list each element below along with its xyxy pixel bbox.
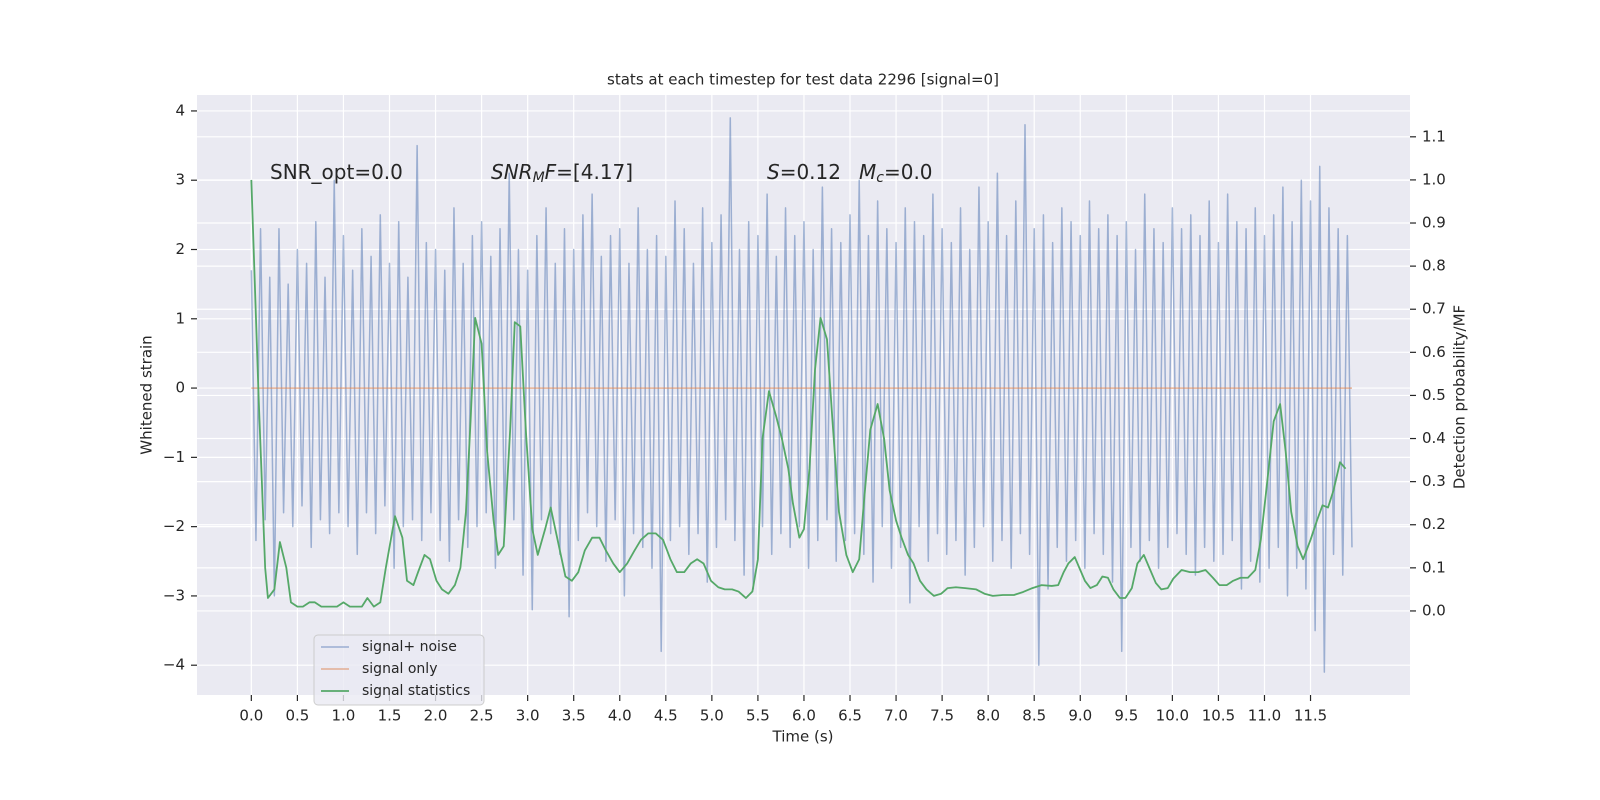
y-tick-label: 3 [175, 171, 185, 189]
x-tick-label: 3.0 [516, 707, 540, 725]
y-tick-label: −3 [163, 586, 185, 604]
y-tick-label: −2 [163, 517, 185, 535]
y2-axis-label: Detection probability/MF [1451, 305, 1469, 489]
x-tick-label: 11.0 [1248, 707, 1281, 725]
x-tick-label: 8.0 [976, 707, 1000, 725]
y-tick-label: 0 [175, 379, 185, 397]
y2-tick-label: 0.4 [1422, 429, 1446, 447]
legend-label: signal+ noise [362, 639, 457, 655]
x-tick-label: 4.5 [654, 707, 678, 725]
annotation-part: M [859, 160, 876, 184]
legend-label: signal only [362, 661, 437, 677]
annotation-part: =[4.17] [556, 160, 633, 184]
x-tick-label: 6.5 [838, 707, 862, 725]
annotation-part: c [876, 170, 884, 186]
y2-tick-label: 0.7 [1422, 300, 1446, 318]
legend-box [313, 634, 485, 706]
x-tick-label: 6.0 [792, 707, 816, 725]
y2-tick-label: 0.8 [1422, 257, 1446, 275]
y2-tick-label: 0.1 [1422, 558, 1446, 576]
x-tick-label: 0.5 [285, 707, 309, 725]
x-tick-label: 11.5 [1294, 707, 1327, 725]
x-tick-label: 2.5 [470, 707, 494, 725]
annotation: Mc=0.0 [859, 160, 933, 187]
x-tick-label: 9.0 [1068, 707, 1092, 725]
x-tick-label: 4.0 [608, 707, 632, 725]
x-tick-label: 2.0 [424, 707, 448, 725]
x-tick-label: 1.0 [332, 707, 356, 725]
x-tick-label: 5.0 [700, 707, 724, 725]
y-tick-label: 1 [175, 309, 185, 327]
annotation: S=0.12 [767, 160, 841, 184]
y2-tick-label: 0.0 [1422, 601, 1446, 619]
x-tick-label: 7.0 [884, 707, 908, 725]
y2-tick-label: 0.2 [1422, 515, 1446, 533]
x-tick-label: 5.5 [746, 707, 770, 725]
annotation-part: =0.0 [884, 160, 933, 184]
x-tick-label: 8.5 [1022, 707, 1046, 725]
annotation-part: SNR_opt=0.0 [270, 160, 403, 184]
y-axis-label: Whitened strain [138, 335, 156, 454]
annotation-part: SNR [491, 160, 533, 184]
y2-tick-label: 0.5 [1422, 386, 1446, 404]
y2-tick-label: 1.0 [1422, 170, 1446, 188]
annotation-part: S [767, 160, 780, 184]
x-tick-label: 0.0 [239, 707, 263, 725]
annotation: SNR_opt=0.0 [270, 160, 403, 184]
y-tick-label: 4 [175, 101, 185, 119]
y2-tick-label: 0.9 [1422, 214, 1446, 232]
y2-tick-label: 0.6 [1422, 343, 1446, 361]
x-axis-label: Time (s) [772, 728, 834, 746]
y2-tick-label: 1.1 [1422, 127, 1446, 145]
y-tick-label: −4 [163, 656, 185, 674]
x-tick-label: 3.5 [562, 707, 586, 725]
x-tick-label: 7.5 [930, 707, 954, 725]
series-line [250, 117, 1353, 673]
x-tick-label: 1.5 [378, 707, 402, 725]
y2-tick-label: 0.3 [1422, 472, 1446, 490]
legend-label: signal statistics [362, 683, 470, 699]
y-tick-label: −1 [163, 448, 185, 466]
x-tick-label: 9.5 [1114, 707, 1138, 725]
x-tick-label: 10.5 [1202, 707, 1235, 725]
chart-title: stats at each timestep for test data 229… [607, 71, 999, 89]
x-tick-label: 10.0 [1156, 707, 1189, 725]
annotation-part: M [533, 170, 545, 186]
annotation-part: F [545, 160, 557, 184]
series-line [250, 179, 1347, 608]
y-tick-label: 2 [175, 240, 185, 258]
annotation-part: =0.12 [780, 160, 841, 184]
annotation: SNRMF=[4.17] [491, 160, 633, 187]
